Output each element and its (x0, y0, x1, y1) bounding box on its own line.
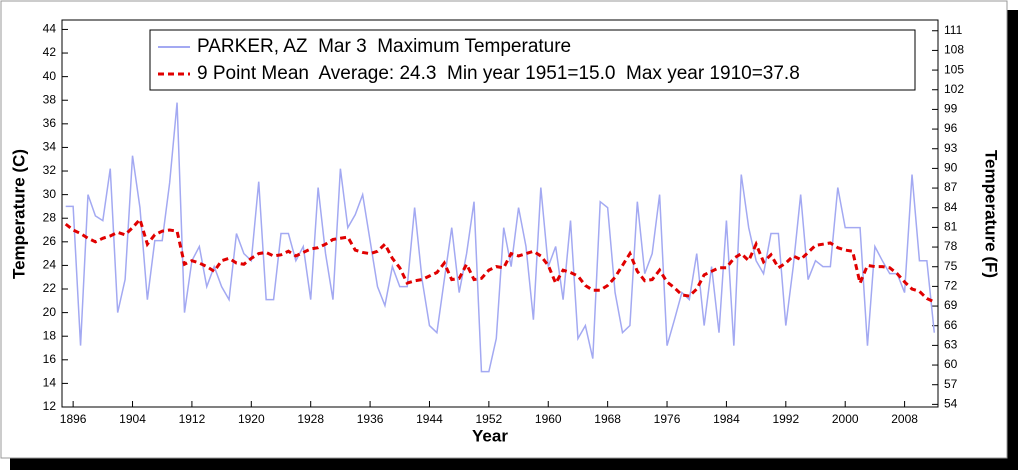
legend-label: 9 Point Mean Average: 24.3 Min year 1951… (197, 63, 800, 84)
y2-tick-label: 111 (944, 23, 963, 37)
y-tick-label: 24 (43, 258, 57, 272)
y-tick-label: 32 (43, 163, 57, 177)
y2-tick-label: 72 (944, 279, 958, 293)
y-tick-label: 26 (43, 234, 57, 248)
y-tick-label: 34 (43, 140, 57, 154)
y2-tick-label: 99 (944, 102, 958, 116)
y-tick-label: 42 (43, 45, 57, 59)
y2-tick-label: 54 (944, 397, 958, 411)
y2-tick-label: 81 (944, 220, 958, 234)
y2-tick-label: 60 (944, 357, 958, 371)
y2-tick-label: 105 (944, 62, 964, 76)
x-tick-label: 1976 (654, 412, 681, 426)
y-tick-label: 38 (43, 92, 57, 106)
legend-box (149, 29, 916, 91)
y2-tick-label: 108 (944, 43, 964, 57)
y2-axis-title: Temperature (F) (982, 150, 1001, 278)
y-tick-label: 36 (43, 116, 57, 130)
y-tick-label: 28 (43, 210, 57, 224)
y2-tick-label: 69 (944, 298, 958, 312)
y2-tick-label: 87 (944, 180, 958, 194)
series-line (65, 102, 936, 373)
x-tick-label: 1904 (119, 412, 146, 426)
x-tick-label: 1920 (238, 412, 265, 426)
y-tick-label: 18 (43, 328, 57, 342)
y-tick-label: 44 (43, 22, 57, 36)
plot-frame (61, 19, 939, 408)
x-tick-label: 2008 (891, 412, 918, 426)
x-tick-label: 1984 (713, 412, 740, 426)
x-tick-label: 1896 (60, 412, 87, 426)
y-tick-label: 40 (43, 69, 57, 83)
x-tick-label: 1928 (297, 412, 324, 426)
x-tick-label: 1912 (179, 412, 206, 426)
y2-tick-label: 84 (944, 200, 958, 214)
y-axis-title: Temperature (C) (9, 149, 28, 279)
y2-tick-label: 90 (944, 161, 958, 175)
y-tick-label: 16 (43, 352, 57, 366)
x-tick-label: 1960 (535, 412, 562, 426)
x-axis-title: Year (472, 426, 508, 445)
x-tick-label: 1952 (476, 412, 503, 426)
y-tick-label: 20 (43, 305, 57, 319)
x-tick-label: 1944 (416, 412, 443, 426)
y2-tick-label: 96 (944, 121, 958, 135)
y2-tick-label: 78 (944, 239, 958, 253)
y-tick-label: 12 (43, 399, 57, 413)
y2-tick-label: 75 (944, 259, 958, 273)
series-line (64, 216, 935, 304)
x-tick-label: 1992 (772, 412, 799, 426)
y2-tick-label: 66 (944, 318, 958, 332)
y2-tick-label: 63 (944, 338, 958, 352)
y-tick-label: 14 (43, 376, 57, 390)
x-tick-label: 1968 (594, 412, 621, 426)
x-tick-label: 1936 (357, 412, 384, 426)
y2-tick-label: 102 (944, 82, 964, 96)
legend-label: PARKER, AZ Mar 3 Maximum Temperature (197, 36, 571, 57)
y-tick-label: 22 (43, 281, 57, 295)
x-tick-label: 2000 (832, 412, 859, 426)
y2-tick-label: 93 (944, 141, 958, 155)
y2-tick-label: 57 (944, 377, 958, 391)
y-tick-label: 30 (43, 187, 57, 201)
